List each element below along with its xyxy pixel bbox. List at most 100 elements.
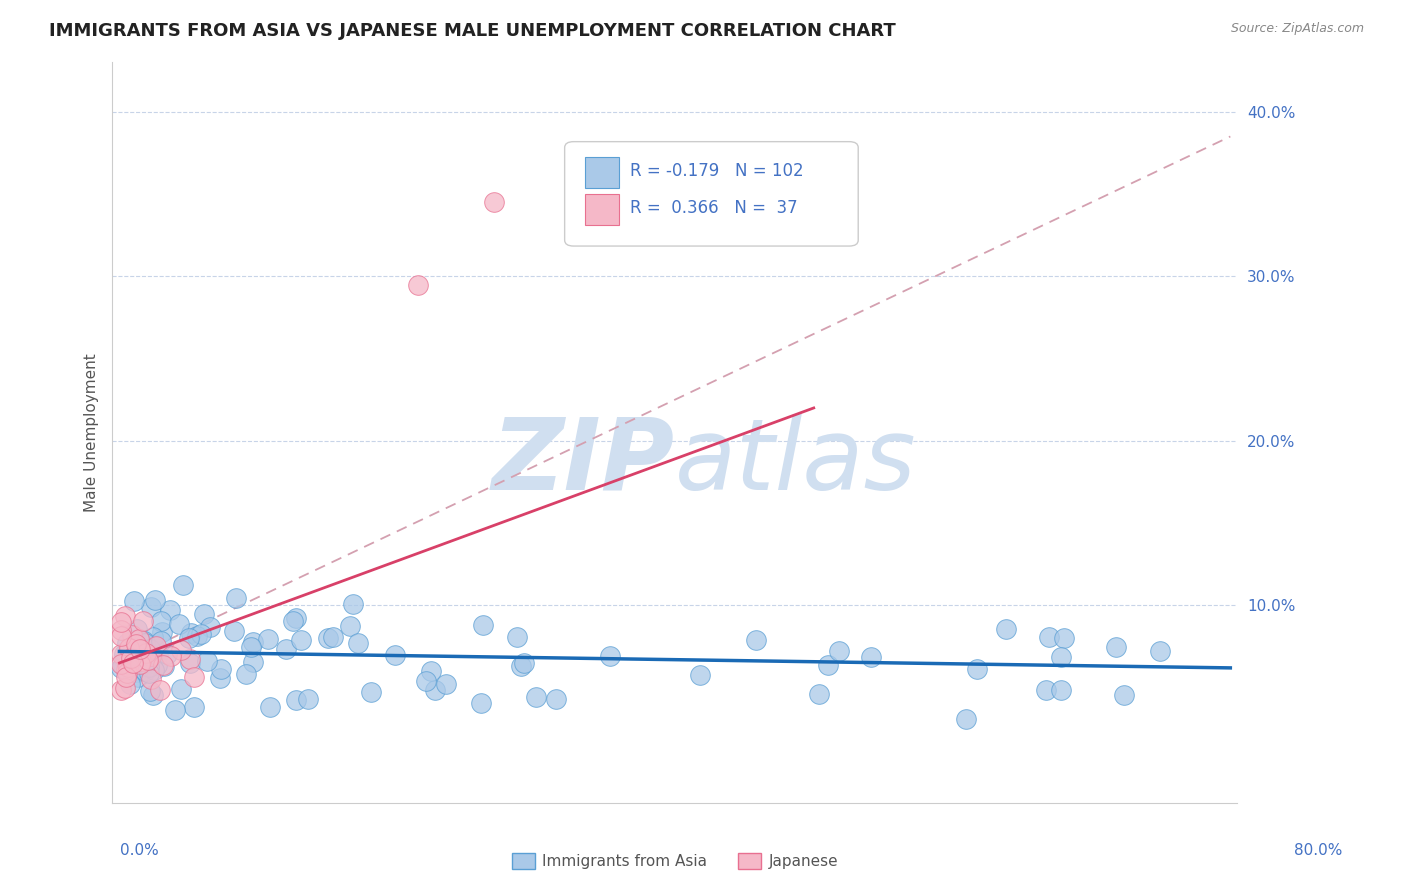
Y-axis label: Male Unemployment: Male Unemployment xyxy=(83,353,98,512)
Point xyxy=(149,634,172,648)
Point xyxy=(134,636,156,650)
Point xyxy=(117,635,139,649)
Point xyxy=(142,631,165,645)
Point xyxy=(509,658,531,673)
Point xyxy=(134,657,156,671)
Point xyxy=(121,627,143,641)
Point xyxy=(149,682,172,697)
Point xyxy=(316,632,339,646)
Text: 0.0%: 0.0% xyxy=(120,843,159,858)
Point xyxy=(195,654,218,668)
Point xyxy=(434,677,457,691)
Point xyxy=(1050,650,1073,665)
Point xyxy=(165,703,187,717)
Point xyxy=(149,614,172,628)
Point xyxy=(179,631,201,645)
Point xyxy=(127,622,149,636)
Point xyxy=(114,681,136,695)
Point xyxy=(1114,688,1136,702)
Point xyxy=(115,657,138,671)
FancyBboxPatch shape xyxy=(585,157,619,188)
Point xyxy=(419,665,441,679)
Point xyxy=(506,630,529,644)
Point xyxy=(285,611,308,625)
Point xyxy=(141,599,163,614)
Point xyxy=(1038,631,1060,645)
Point xyxy=(112,647,135,661)
Point xyxy=(955,712,977,726)
Point xyxy=(129,654,152,668)
Point xyxy=(259,699,281,714)
Point xyxy=(242,655,264,669)
Point xyxy=(146,645,169,659)
Point xyxy=(159,603,181,617)
Point xyxy=(110,624,132,638)
Point xyxy=(322,631,344,645)
FancyBboxPatch shape xyxy=(585,194,619,226)
Point xyxy=(122,656,145,670)
Point xyxy=(190,627,212,641)
Point xyxy=(186,629,208,643)
Point xyxy=(183,670,205,684)
Point xyxy=(180,625,202,640)
Point xyxy=(1149,644,1171,658)
Legend: Immigrants from Asia, Japanese: Immigrants from Asia, Japanese xyxy=(512,854,838,869)
Point xyxy=(281,614,304,628)
Point xyxy=(150,625,173,640)
Point xyxy=(139,684,162,698)
Point xyxy=(122,594,145,608)
Point xyxy=(183,699,205,714)
Point xyxy=(179,657,201,671)
FancyBboxPatch shape xyxy=(565,142,858,246)
Point xyxy=(142,688,165,702)
Point xyxy=(156,648,179,662)
Point xyxy=(274,642,297,657)
Point xyxy=(209,662,232,676)
Point xyxy=(546,691,568,706)
Point xyxy=(240,640,263,655)
Text: 80.0%: 80.0% xyxy=(1295,843,1343,858)
Point xyxy=(513,657,536,671)
Point xyxy=(132,634,155,648)
Point xyxy=(526,690,548,704)
Point xyxy=(406,277,429,292)
Point xyxy=(129,642,152,657)
Point xyxy=(995,622,1018,636)
Point xyxy=(193,607,215,622)
Point xyxy=(128,632,150,647)
Point xyxy=(114,663,136,677)
Point xyxy=(342,597,364,611)
Point xyxy=(118,640,141,655)
Point xyxy=(125,637,148,651)
Point xyxy=(110,657,132,672)
Point xyxy=(146,657,169,672)
Point xyxy=(132,614,155,628)
Point xyxy=(346,636,368,650)
Point xyxy=(225,591,247,606)
Point xyxy=(1035,682,1057,697)
Point xyxy=(808,687,831,701)
Point xyxy=(198,620,221,634)
Point xyxy=(145,639,167,653)
Point xyxy=(143,640,166,654)
Point xyxy=(112,658,135,673)
Point xyxy=(290,633,312,648)
Point xyxy=(110,628,132,642)
Point xyxy=(139,648,162,663)
Point xyxy=(139,673,162,687)
Point xyxy=(472,617,495,632)
Point xyxy=(135,646,157,660)
Point xyxy=(114,608,136,623)
Point xyxy=(170,681,193,696)
Point xyxy=(129,657,152,672)
Point xyxy=(138,665,160,680)
Point xyxy=(817,658,839,673)
Point xyxy=(235,667,257,681)
Point xyxy=(242,635,264,649)
Point xyxy=(209,671,232,685)
Point xyxy=(121,633,143,648)
Point xyxy=(859,650,882,665)
Point xyxy=(145,593,167,607)
Point xyxy=(152,658,174,673)
Point xyxy=(152,658,174,673)
